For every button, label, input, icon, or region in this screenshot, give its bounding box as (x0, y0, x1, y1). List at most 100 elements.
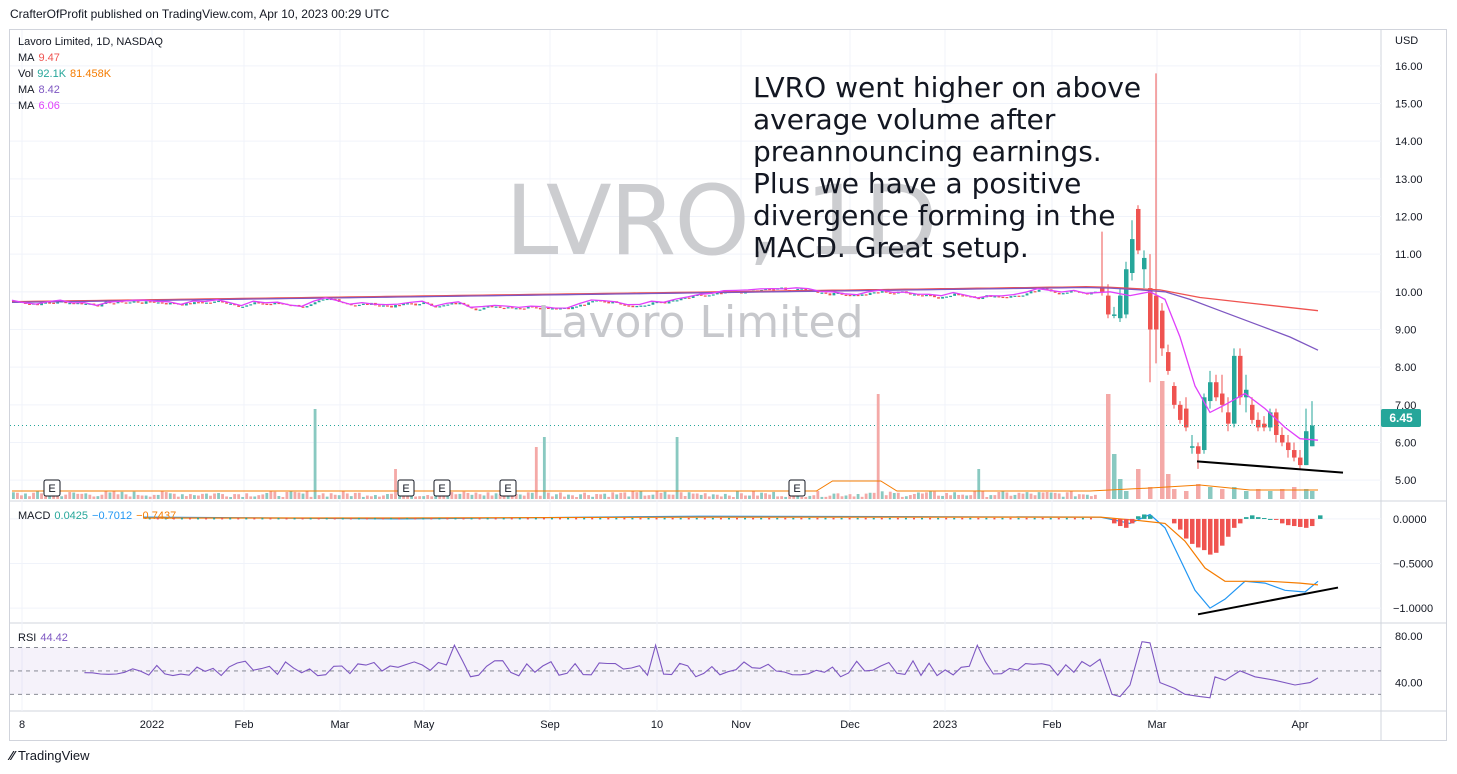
macd-histogram-bar (856, 517, 859, 520)
candle (144, 301, 148, 304)
volume-bar (357, 492, 361, 499)
candle (450, 302, 454, 305)
candle (715, 293, 719, 295)
volume-bar (498, 494, 502, 499)
macd-histogram-bar (478, 517, 481, 520)
candle (687, 297, 691, 299)
candle (929, 294, 932, 297)
candle (410, 303, 414, 305)
macd-histogram-bar (719, 517, 722, 520)
volume-bar (92, 496, 96, 499)
volume-bar (112, 491, 116, 499)
candle (1196, 446, 1201, 454)
volume-bar (32, 492, 35, 499)
candle (567, 307, 570, 310)
last-price-tag: 6.45 (1381, 409, 1421, 427)
volume-bar (442, 494, 446, 499)
volume-bar (1106, 394, 1111, 499)
macd-histogram-bar (848, 517, 851, 520)
candle (325, 298, 329, 301)
candle (1304, 431, 1309, 466)
volume-bar (655, 491, 659, 499)
x-tick-label: Feb (235, 719, 254, 731)
volume-bar (132, 491, 136, 499)
volume-bar (860, 496, 864, 499)
macd-histogram-bar (229, 517, 232, 520)
volume-bar (249, 496, 253, 499)
volume-bar (474, 492, 478, 499)
volume-bar (945, 492, 948, 499)
macd-histogram-bar (502, 517, 505, 520)
volume-bar (450, 492, 454, 499)
volume-bar (80, 493, 84, 499)
x-tick-label: Sep (540, 719, 560, 731)
volume-bar (1049, 492, 1053, 499)
candle (474, 308, 478, 311)
macd-histogram-bar (1232, 518, 1237, 528)
price-tick-label: 13.00 (1395, 174, 1423, 186)
macd-histogram-bar (1057, 517, 1060, 520)
candle (490, 305, 494, 308)
legend-symbol: Lavoro Limited, 1D, NASDAQ (18, 36, 163, 48)
volume-bar (172, 493, 176, 499)
candle (550, 308, 554, 310)
macd-tick-label: 0.0000 (1393, 514, 1427, 526)
candle (478, 309, 482, 311)
candle (1045, 288, 1049, 290)
macd-histogram-bar (969, 517, 972, 520)
macd-histogram-bar (1304, 518, 1309, 528)
candle (446, 304, 450, 306)
volume-bar (563, 496, 566, 499)
macd-histogram-bar (494, 517, 497, 520)
volume-bar (711, 494, 715, 499)
volume-bar (659, 492, 663, 499)
macd-histogram-bar (205, 517, 208, 520)
macd-histogram-bar (1202, 518, 1207, 551)
macd-histogram-bar (1178, 518, 1183, 530)
volume-bar (1081, 494, 1085, 499)
volume-bar (550, 496, 554, 499)
macd-histogram-bar (293, 517, 296, 520)
macd-histogram-bar (253, 517, 256, 520)
volume-bar (900, 496, 904, 499)
volume-bar (128, 496, 132, 499)
candle (912, 294, 916, 296)
earnings-marker: E (402, 483, 409, 495)
volume-bar (136, 494, 140, 499)
volume-bar (876, 394, 880, 499)
volume-bar (1232, 487, 1237, 499)
volume-bar (764, 493, 767, 499)
macd-histogram-bar (800, 517, 803, 520)
volume-bar (285, 491, 289, 499)
volume-bar (623, 492, 627, 499)
candle (860, 294, 864, 296)
candle (1178, 404, 1183, 420)
volume-bar (832, 493, 836, 499)
candle (378, 305, 381, 307)
volume-bar (148, 496, 152, 499)
volume-bar (756, 495, 759, 499)
volume-bar (687, 492, 691, 499)
volume-bar (812, 495, 816, 499)
macd-histogram-bar (341, 517, 344, 520)
volume-bar (36, 491, 39, 499)
volume-bar (828, 495, 832, 499)
volume-bar (985, 496, 989, 499)
candle (382, 305, 385, 307)
earnings-marker-box (788, 479, 806, 497)
volume-bar (96, 496, 100, 499)
candle (357, 304, 361, 307)
macd-histogram-bar (1009, 517, 1012, 520)
volume-bar (695, 493, 699, 499)
candle (1130, 239, 1135, 273)
candle (667, 301, 671, 304)
volume-bar (414, 496, 418, 499)
candle (80, 302, 84, 305)
macd-histogram-bar (977, 517, 980, 520)
earnings-marker-box (43, 479, 61, 497)
macd-histogram-bar (872, 517, 875, 520)
volume-bar (1184, 491, 1189, 499)
candle (587, 302, 590, 305)
tv-logo-icon: ⁄⁄ (10, 748, 18, 763)
